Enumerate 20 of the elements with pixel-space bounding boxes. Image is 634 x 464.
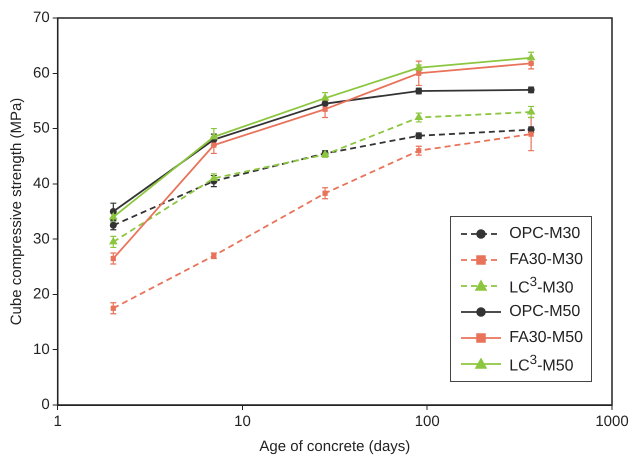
y-tick-label: 0 bbox=[41, 396, 50, 414]
x-tick-label: 1000 bbox=[595, 413, 629, 430]
legend-label: FA30-M50 bbox=[509, 329, 583, 347]
legend-label: LC$^{3}$-M30 bbox=[509, 274, 574, 298]
legend-label: LC$^{3}$-M50 bbox=[509, 352, 574, 376]
y-tick-label: 70 bbox=[32, 9, 50, 26]
x-axis-title: Age of concrete (days) bbox=[259, 438, 410, 456]
y-axis-title: Cube compressive strength (MPa) bbox=[8, 98, 26, 326]
y-tick-label: 60 bbox=[32, 64, 50, 82]
legend-label: FA30-M30 bbox=[509, 251, 583, 269]
x-tick-label: 1 bbox=[54, 413, 62, 430]
x-tick-label: 10 bbox=[234, 413, 251, 430]
y-tick-label: 30 bbox=[32, 230, 50, 248]
y-tick-label: 10 bbox=[32, 340, 50, 358]
y-tick-label: 20 bbox=[32, 286, 50, 303]
y-tick-label: 40 bbox=[32, 175, 50, 192]
y-tick-label: 50 bbox=[32, 120, 50, 137]
x-tick-label: 100 bbox=[414, 413, 440, 430]
legend-label: OPC-M50 bbox=[509, 303, 580, 321]
legend-label: OPC-M30 bbox=[509, 225, 580, 243]
